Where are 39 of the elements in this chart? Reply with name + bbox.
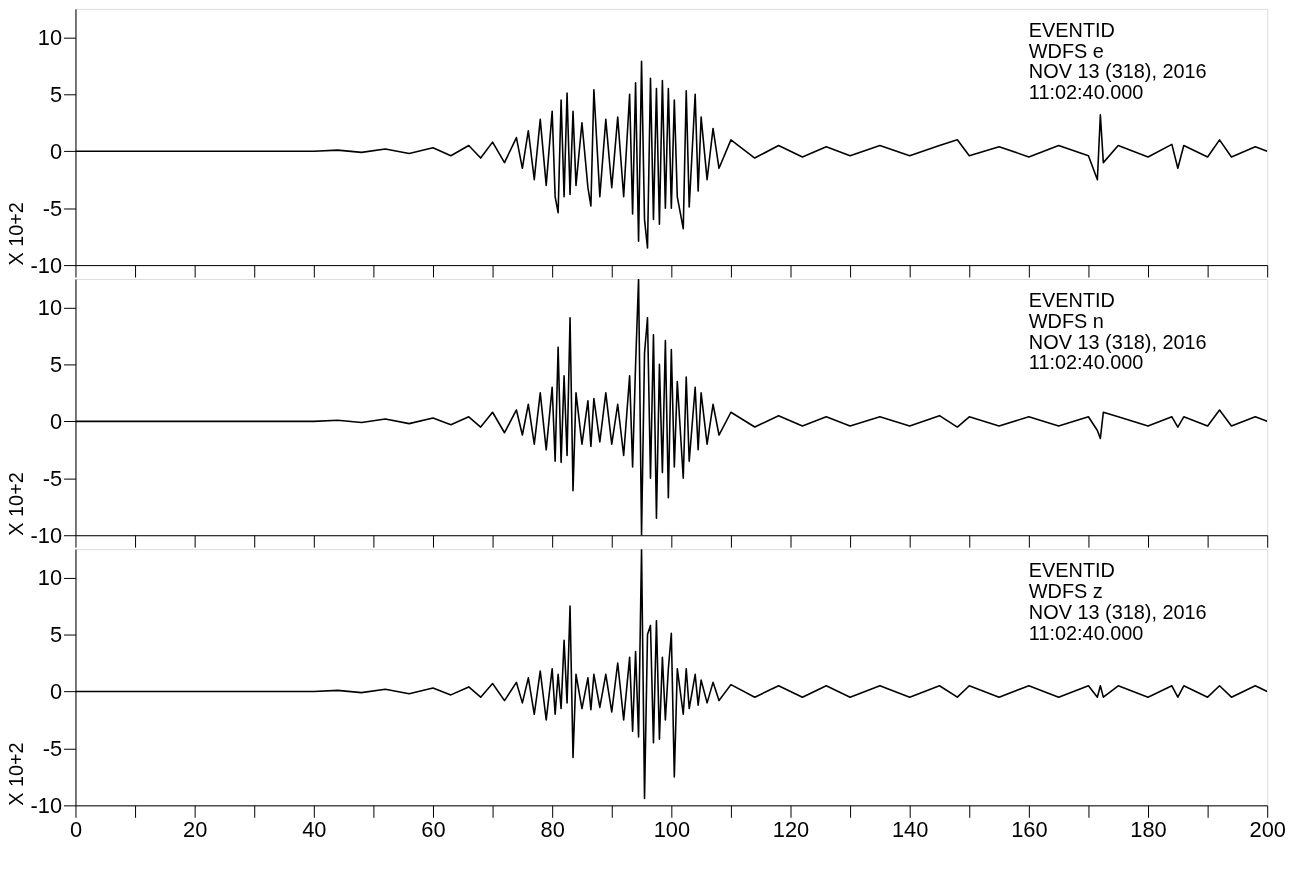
- annotation: NOV 13 (318), 2016: [1028, 600, 1207, 623]
- y-tick-label: -5: [42, 195, 63, 221]
- y-tick-label: 5: [49, 81, 63, 107]
- y-axis-title: X 10+2: [4, 472, 27, 536]
- annotation: WDFS e: [1028, 39, 1104, 62]
- x-tick-label: 60: [421, 816, 446, 842]
- y-tick-label: 0: [49, 138, 63, 164]
- y-tick-label: -10: [30, 792, 63, 818]
- annotation: WDFS z: [1028, 579, 1103, 602]
- x-tick-label: 180: [1130, 816, 1167, 842]
- y-tick-label: -5: [42, 465, 63, 491]
- x-tick-label: 140: [891, 816, 929, 842]
- annotation: 11:02:40.000: [1028, 81, 1144, 104]
- y-tick-label: -10: [30, 522, 63, 548]
- y-tick-label: 10: [37, 294, 63, 320]
- annotation: WDFS n: [1028, 309, 1104, 332]
- annotation: EVENTID: [1028, 288, 1115, 311]
- y-tick-label: 0: [49, 678, 63, 704]
- annotation: NOV 13 (318), 2016: [1028, 60, 1207, 83]
- y-tick-label: -10: [30, 252, 63, 278]
- y-axis-title: X 10+2: [4, 742, 27, 806]
- y-tick-label: 10: [37, 24, 63, 50]
- x-tick-label: 200: [1249, 816, 1286, 842]
- x-tick-label: 20: [183, 816, 208, 842]
- x-tick-label: 160: [1011, 816, 1048, 842]
- y-tick-label: 0: [49, 408, 63, 434]
- annotation: NOV 13 (318), 2016: [1028, 330, 1207, 353]
- y-tick-label: 5: [49, 351, 63, 377]
- annotation: EVENTID: [1028, 18, 1115, 41]
- x-tick-label: 80: [540, 816, 565, 842]
- x-tick-label: 0: [69, 816, 83, 842]
- y-tick-label: 10: [37, 565, 63, 591]
- x-tick-label: 100: [653, 816, 691, 842]
- annotation: EVENTID: [1028, 558, 1115, 581]
- x-tick-label: 120: [772, 816, 810, 842]
- y-tick-label: 5: [49, 621, 63, 647]
- y-axis-title: X 10+2: [4, 202, 27, 266]
- x-tick-label: 40: [302, 816, 327, 842]
- y-tick-label: -5: [42, 735, 63, 761]
